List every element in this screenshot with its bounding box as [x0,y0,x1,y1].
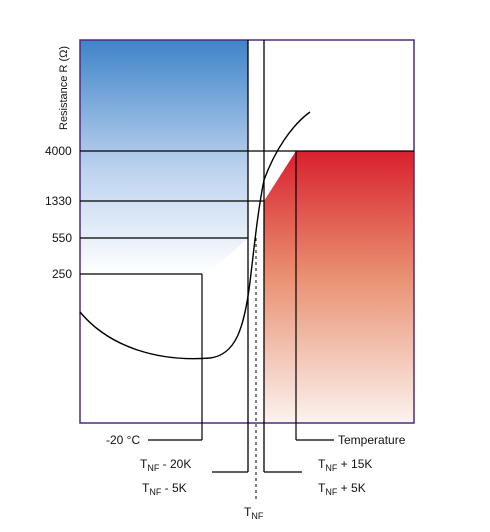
y-tick-550: 550 [52,231,72,245]
hot-region [264,151,414,423]
y-tick-250: 250 [52,267,72,281]
label-minus20: -20 °C [106,433,140,447]
y-axis-title: Resistance R (Ω) [58,46,70,130]
y-tick-1330: 1330 [45,194,72,208]
y-tick-4000: 4000 [45,144,72,158]
plot-frame [79,39,415,424]
cold-region [80,40,248,274]
label-temperature: Temperature [338,433,406,447]
resistance-curve [79,111,311,360]
label-tnf-minus20k: TNF - 20K [140,457,191,473]
label-tnf: TNF [244,505,264,521]
label-tnf-plus5k: TNF + 5K [318,481,366,497]
label-tnf-plus15k: TNF + 15K [318,457,372,473]
label-tnf-minus5k: TNF - 5K [142,481,187,497]
